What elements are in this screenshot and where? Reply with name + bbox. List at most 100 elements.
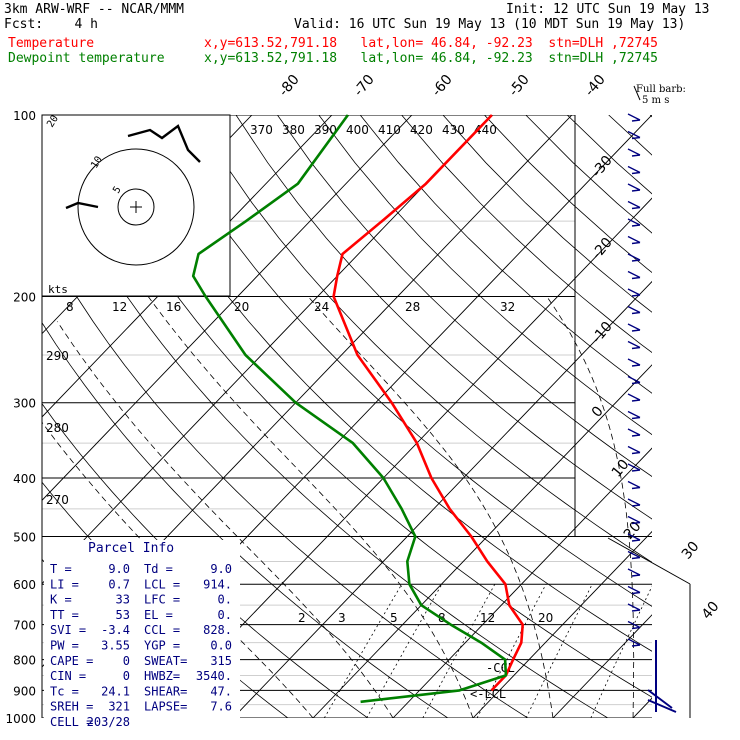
wind-barb xyxy=(627,463,641,472)
isotherm-label: 20 xyxy=(621,519,645,543)
mixing-ratio-label: 20 xyxy=(538,611,553,625)
parcel-info-value: 9.0 xyxy=(108,562,130,576)
isotherm-line xyxy=(392,447,652,718)
forecast-hour: Fcst: 4 h xyxy=(4,17,98,32)
lcl-label: <-LCL xyxy=(470,687,506,701)
isotherm-line xyxy=(632,697,652,718)
theta-label: 430 xyxy=(442,123,465,137)
parcel-info-value: 9.0 xyxy=(210,562,232,576)
isotherm-line xyxy=(232,280,652,718)
wind-barb xyxy=(627,445,641,455)
isotherm-label: -50 xyxy=(506,72,533,100)
isotherm-line xyxy=(0,115,12,718)
dry-adiabat-line xyxy=(194,115,652,563)
dry-adiabat-line xyxy=(69,115,652,698)
isotherm-label: -40 xyxy=(582,72,609,100)
hodograph-ring xyxy=(117,188,155,226)
wind-barb xyxy=(627,270,641,280)
mixing-ratio-line xyxy=(476,584,547,718)
parcel-info-key: EL = xyxy=(144,608,173,622)
mixing-ratio-label: 5 xyxy=(390,611,398,625)
isotherm-label: -70 xyxy=(351,72,378,100)
wind-barb xyxy=(627,515,641,525)
moist-adiabat-line xyxy=(147,296,474,718)
parcel-info-value: 3540. xyxy=(196,669,232,683)
parcel-info-value: 315 xyxy=(210,654,232,668)
parcel-info-key: CCL = xyxy=(144,623,180,637)
wind-barb xyxy=(627,183,641,192)
parcel-info-value: 53 xyxy=(116,608,130,622)
parcel-info-title: Parcel Info xyxy=(88,541,174,556)
parcel-info-key: HWBZ= xyxy=(144,669,180,683)
wind-barb-cluster xyxy=(647,640,677,713)
wind-barb xyxy=(627,130,641,140)
parcel-info-key: LFC = xyxy=(144,593,180,607)
parcel-info-value: 0.0 xyxy=(210,639,232,653)
mixing-ratio-label: 3 xyxy=(338,611,346,625)
isotherm-line xyxy=(42,115,493,585)
isotherm-label: 30 xyxy=(679,539,703,563)
parcel-info-value: 33 xyxy=(116,593,130,607)
parcel-info-value: 0.7 xyxy=(108,577,130,591)
parcel-info-key: T = xyxy=(50,562,72,576)
wind-barb xyxy=(627,218,641,227)
mixing-ratio-line xyxy=(323,583,403,718)
parcel-info-value: 0. xyxy=(218,608,232,622)
isotherm-line xyxy=(472,530,652,718)
speed-scale-label: 28 xyxy=(405,300,420,314)
temperature-profile xyxy=(332,114,524,692)
parcel-info-key: YGP = xyxy=(144,639,180,653)
parcel-info-value: 828. xyxy=(203,623,232,637)
dry-adiabat-line xyxy=(359,115,652,394)
wind-barb xyxy=(627,113,641,122)
wind-barb xyxy=(627,428,641,437)
wind-barb xyxy=(627,480,641,490)
wind-barb xyxy=(627,340,641,350)
parcel-info-value: 203/28 xyxy=(87,715,130,729)
parcel-info-key: SWEAT= xyxy=(144,654,187,668)
mixing-ratio-line xyxy=(422,584,496,718)
barb-legend-icon xyxy=(633,85,641,101)
speed-scale-label: 20 xyxy=(234,300,249,314)
isotherm-line xyxy=(312,364,652,718)
pressure-tick-label: 200 xyxy=(13,291,36,305)
parcel-info-key: TT = xyxy=(50,608,79,622)
hodograph-ring-label: 5 xyxy=(111,185,124,196)
wind-barb xyxy=(627,305,641,315)
wind-barb xyxy=(627,585,641,595)
pressure-tick-label: 600 xyxy=(13,578,36,592)
isotherm-label: 40 xyxy=(699,599,723,623)
wind-barb xyxy=(627,165,641,175)
dry-adiabat-line xyxy=(733,115,740,718)
barb-legend-unit: 5 m s xyxy=(642,95,669,106)
parcel-info-value: 321 xyxy=(108,700,130,714)
pressure-tick-label: 700 xyxy=(13,619,36,633)
isotherm-label: -60 xyxy=(429,72,456,100)
legend-dewpoint-label: Dewpoint temperature xyxy=(8,51,165,66)
dry-adiabat-line xyxy=(42,144,609,718)
barb-legend-label: Full barb: xyxy=(636,84,686,95)
wind-barb xyxy=(627,235,641,245)
parcel-info-key: CELL = xyxy=(50,715,93,729)
parcel-info-value: 24.1 xyxy=(101,684,130,698)
wind-barb xyxy=(627,550,641,560)
isotherm-label: -80 xyxy=(276,72,303,100)
isotherm-label: 0 xyxy=(589,403,607,420)
init-time: Init: 12 UTC Sun 19 May 13 xyxy=(506,2,710,17)
dry-adiabat-line xyxy=(318,115,652,436)
parcel-info-value: 0 xyxy=(123,654,130,668)
wind-barb xyxy=(627,410,641,420)
isotherm-line xyxy=(552,614,652,718)
moist-adiabat-line xyxy=(56,321,394,718)
hodograph-ring-label: 20 xyxy=(45,114,61,130)
dry-adiabat-line xyxy=(42,237,529,718)
wind-barb xyxy=(627,533,641,542)
pressure-tick-label: 800 xyxy=(13,654,36,668)
speed-scale-label: 24 xyxy=(314,300,329,314)
theta-label: 380 xyxy=(282,123,305,137)
theta-left-label: 290 xyxy=(46,349,69,363)
parcel-info-value: 47. xyxy=(210,684,232,698)
wind-barb xyxy=(627,200,641,210)
pressure-tick-label: 900 xyxy=(13,684,36,698)
